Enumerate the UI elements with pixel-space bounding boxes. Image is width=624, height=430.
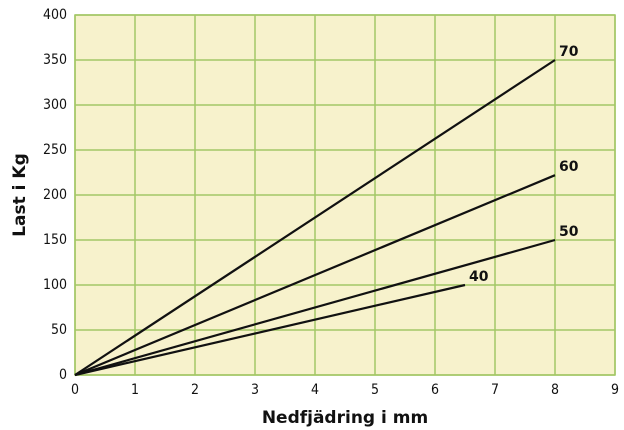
x-tick-label: 9 [611,382,619,398]
series-line [74,283,466,377]
x-tick-label: 8 [551,382,559,398]
x-axis-label: Nedfjädring i mm [262,408,428,428]
series-line [74,59,556,376]
y-tick-label: 50 [51,322,67,338]
plot-border [74,14,616,376]
y-tick-label: 300 [43,97,67,113]
series-label: 40 [469,269,489,285]
y-tick-label: 0 [59,367,67,383]
y-axis-label: Last i Kg [10,153,30,237]
y-tick-label: 250 [43,142,67,158]
series-label: 50 [559,224,579,240]
y-tick-label: 350 [43,52,67,68]
x-tick-label: 4 [311,382,319,398]
series-label: 70 [559,44,579,60]
y-tick-label: 200 [43,187,67,203]
x-tick-label: 0 [71,382,79,398]
series-line [74,174,556,377]
y-tick-label: 150 [43,232,67,248]
x-tick-label: 7 [491,382,499,398]
series-label: 60 [559,159,579,175]
y-tick-label: 100 [43,277,67,293]
y-tick-label: 400 [43,7,67,23]
x-tick-label: 5 [371,382,379,398]
x-tick-label: 6 [431,382,439,398]
x-tick-label: 3 [251,382,259,398]
x-tick-label: 1 [131,382,139,398]
x-tick-label: 2 [191,382,199,398]
series-line [74,238,556,377]
